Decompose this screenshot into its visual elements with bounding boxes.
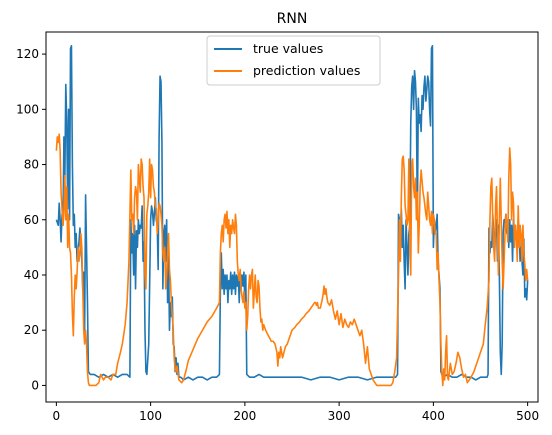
- legend-label-true-values: true values: [253, 41, 323, 56]
- y-tick-label: 40: [24, 268, 39, 282]
- y-tick-label: 20: [24, 323, 39, 337]
- chart-title: RNN: [277, 11, 308, 27]
- series-layer: [55, 45, 529, 387]
- x-tick-label: 200: [233, 409, 256, 423]
- y-tick-label: 120: [16, 47, 39, 61]
- series-line-prediction-values: [55, 133, 529, 387]
- x-tick-label: 0: [53, 409, 61, 423]
- y-tick-label: 100: [16, 102, 39, 116]
- x-tick-label: 300: [328, 409, 351, 423]
- y-tick-label: 60: [24, 213, 39, 227]
- legend: true values prediction values: [206, 35, 381, 86]
- legend-label-prediction-values: prediction values: [253, 63, 360, 78]
- y-tick-label: 80: [24, 158, 39, 172]
- x-tick-label: 100: [139, 409, 162, 423]
- y-axis: 0 20 40 60 80 100 120: [16, 47, 46, 392]
- y-tick-label: 0: [31, 378, 39, 392]
- legend-box: [206, 35, 381, 86]
- x-axis: 0 100 200 300 400 500: [53, 402, 539, 423]
- plot-frame: [45, 31, 539, 403]
- x-tick-label: 500: [516, 409, 539, 423]
- x-tick-label: 400: [422, 409, 445, 423]
